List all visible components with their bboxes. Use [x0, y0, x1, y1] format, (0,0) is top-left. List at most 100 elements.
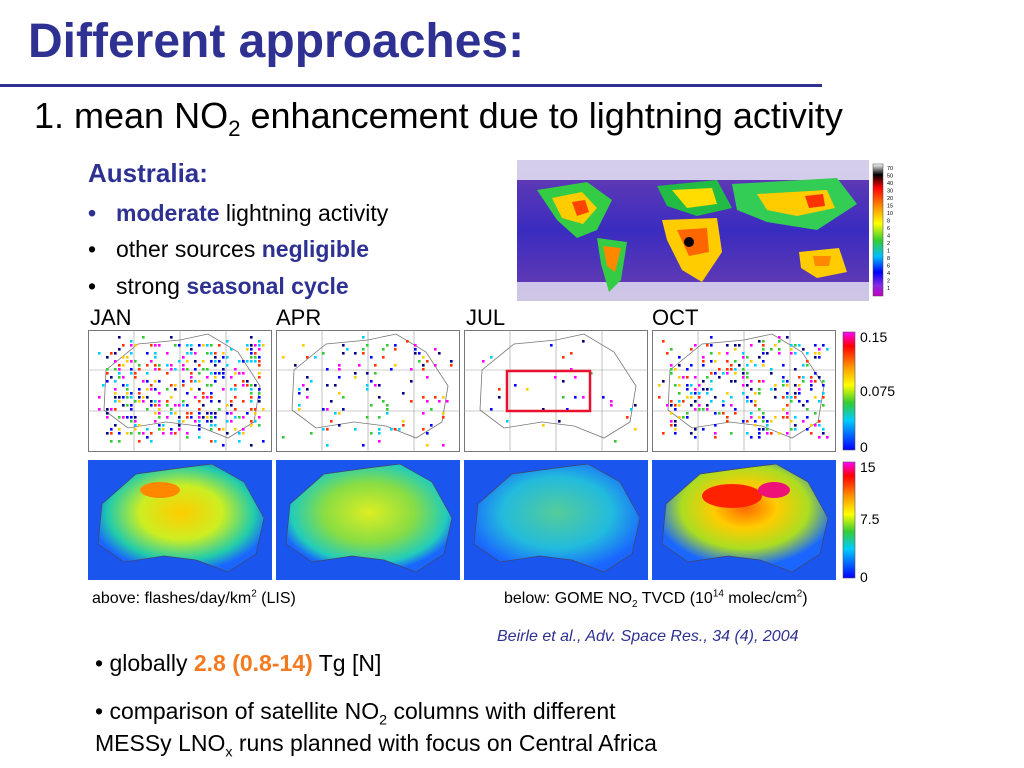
flash-speckle [134, 428, 137, 431]
month-label-oct: OCT [652, 305, 699, 330]
flash-speckle [750, 388, 753, 391]
flash-speckle [678, 392, 681, 395]
flash-speckle [206, 376, 209, 379]
flash-speckle [746, 384, 749, 387]
flash-speckle [690, 432, 693, 435]
flash-speckle [194, 352, 197, 355]
wm-scale-label: 2 [887, 241, 890, 247]
flash-speckle [714, 372, 717, 375]
flash-speckle [726, 344, 729, 347]
flash-speckle [254, 352, 257, 355]
flash-speckle [786, 404, 789, 407]
flash-speckle [250, 444, 253, 447]
flash-speckle [694, 376, 697, 379]
flash-speckle [822, 392, 825, 395]
flash-speckle [746, 420, 749, 423]
flash-speckle [690, 392, 693, 395]
flash-speckle [198, 372, 201, 375]
flash-speckle [190, 380, 193, 383]
flash-speckle [410, 380, 413, 383]
bullet-dot: • [88, 200, 97, 226]
flash-speckle [178, 360, 181, 363]
flash-speckle [566, 408, 569, 411]
caption-no2: below: GOME NO2 TVCD (1014 molec/cm2) [504, 589, 808, 610]
flash-speckle [326, 444, 329, 447]
flash-speckle [674, 428, 677, 431]
flash-speckle [210, 352, 213, 355]
flash-speckle [246, 344, 249, 347]
flash-speckle [766, 424, 769, 427]
flash-speckle [114, 396, 117, 399]
flash-speckle [146, 396, 149, 399]
flash-speckle [198, 388, 201, 391]
flash-speckle [138, 368, 141, 371]
flash-speckle [686, 376, 689, 379]
flash-speckle [334, 384, 337, 387]
flash-speckle [770, 368, 773, 371]
flash-speckle [438, 400, 441, 403]
flash-speckle [810, 432, 813, 435]
subtitle-pre: 1. mean NO [34, 95, 229, 136]
flash-speckle [310, 432, 313, 435]
flash-speckle [210, 384, 213, 387]
flash-speckle [818, 352, 821, 355]
flash-speckle [114, 424, 117, 427]
flash-speckle [338, 368, 341, 371]
flash-speckle [218, 344, 221, 347]
wm-scale-label: 8 [887, 219, 890, 225]
flash-speckle [710, 352, 713, 355]
flash-speckle [138, 440, 141, 443]
flash-speckle [762, 364, 765, 367]
flash-speckle [338, 392, 341, 395]
flash-speckle [794, 416, 797, 419]
flash-speckle [758, 388, 761, 391]
flash-speckle [170, 384, 173, 387]
flash-speckle [150, 432, 153, 435]
flash-speckle [726, 420, 729, 423]
flash-speckle [662, 380, 665, 383]
flash-speckle [726, 352, 729, 355]
flash-speckle [770, 372, 773, 375]
flash-speckle [678, 376, 681, 379]
flash-speckle [110, 440, 113, 443]
globally-pre: • globally [95, 650, 194, 676]
flash-speckle [178, 416, 181, 419]
flash-speckle [258, 372, 261, 375]
flash-speckle [258, 344, 261, 347]
flash-speckle [234, 416, 237, 419]
flash-speckle [134, 344, 137, 347]
flash-speckle [206, 368, 209, 371]
flash-speckle [210, 416, 213, 419]
flash-speckle [366, 344, 369, 347]
caption-left-sup: 2 [251, 588, 257, 600]
flash-speckle [258, 360, 261, 363]
flash-speckle [390, 428, 393, 431]
flash-speckle [118, 432, 121, 435]
flash-speckle [126, 432, 129, 435]
flash-speckle [186, 404, 189, 407]
flash-speckle [154, 356, 157, 359]
flash-speckle [210, 344, 213, 347]
flash-speckle [694, 344, 697, 347]
flash-speckle [366, 416, 369, 419]
flash-speckle [750, 344, 753, 347]
flash-speckle [174, 368, 177, 371]
flash-speckle [114, 368, 117, 371]
flash-speckle [394, 428, 397, 431]
flash-speckle [662, 432, 665, 435]
flash-speckle [422, 412, 425, 415]
flash-speckle [558, 420, 561, 423]
flash-speckle [250, 344, 253, 347]
cb-top-mid: 0.075 [860, 383, 895, 399]
flash-speckle [106, 412, 109, 415]
flash-speckle [214, 352, 217, 355]
flash-speckle [714, 360, 717, 363]
flash-speckle [818, 348, 821, 351]
flash-speckle [730, 380, 733, 383]
flash-speckle [130, 420, 133, 423]
flash-speckle [782, 376, 785, 379]
flash-speckle [374, 384, 377, 387]
flash-speckle [754, 364, 757, 367]
flash-speckle [690, 396, 693, 399]
flash-speckle [222, 368, 225, 371]
